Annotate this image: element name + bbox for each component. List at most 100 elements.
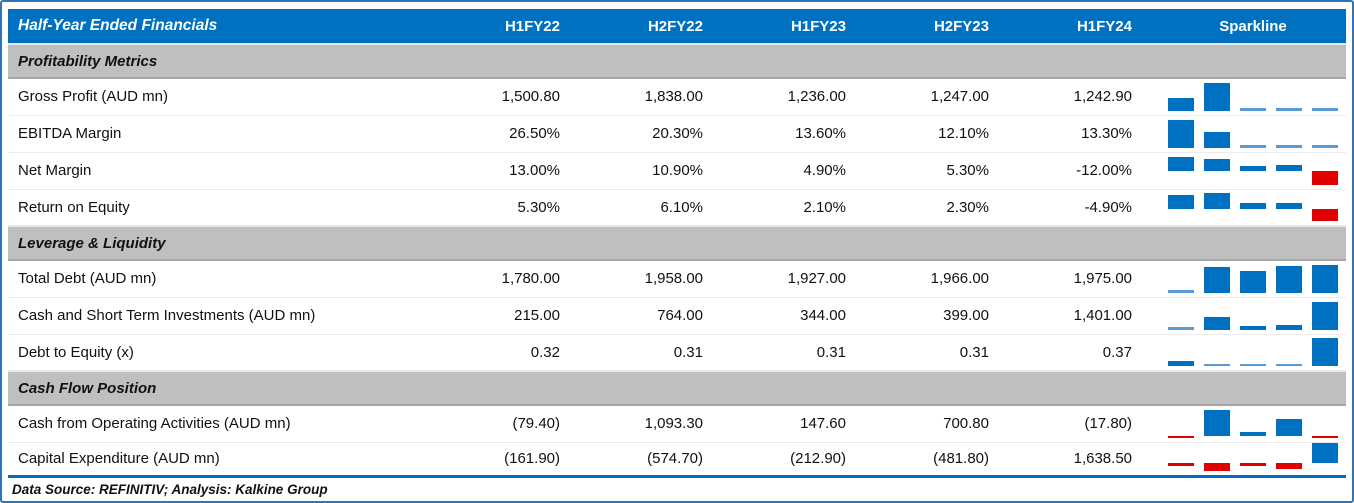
sparkline-bar (1240, 326, 1266, 330)
sparkline-cell (1160, 260, 1346, 297)
sparkline-cell (1160, 405, 1346, 442)
section-header-row: Profitability Metrics (8, 44, 1346, 78)
value-cell: 0.32 (530, 343, 560, 361)
value-cell: 6.10% (660, 198, 703, 216)
row-label: Debt to Equity (x) (18, 343, 134, 361)
sparkline-bar (1168, 119, 1194, 148)
bottom-rule (8, 474, 1346, 478)
table-row: Return on Equity 5.30% 6.10% 2.10% 2.30% -4.9… (8, 189, 1346, 226)
value-cell: 1,966.00 (930, 270, 989, 288)
value-cell: 0.31 (673, 343, 703, 361)
table-row: Gross Profit (AUD mn) 1,500.80 1,838.00 1,2… (8, 78, 1346, 115)
table-row: Capital Expenditure (AUD mn) (161.90) (574… (8, 442, 1346, 475)
value-cell: 20.30% (652, 125, 703, 142)
row-label: Capital Expenditure (AUD mn) (18, 450, 220, 467)
sparkline-bar (1168, 195, 1194, 209)
value-cell: 1,093.30 (644, 415, 703, 433)
sparkline-bar (1312, 171, 1338, 185)
value-cell: 399.00 (943, 307, 989, 324)
half-year-financials-table: Half-Year Ended Financials H1FY22 H2FY22 H… (8, 9, 1346, 475)
value-cell: 1,975.00 (1073, 270, 1132, 288)
sparkline-bar (1312, 338, 1338, 366)
sparkline-bar (1168, 327, 1194, 330)
value-cell: 13.00% (509, 162, 560, 179)
source-note: Data Source: REFINITIV; Analysis: Kalkin… (12, 481, 328, 497)
value-cell: (161.90) (504, 450, 560, 467)
value-cell: 13.30% (1081, 125, 1132, 142)
value-cell: 5.30% (946, 162, 989, 179)
sparkline-bar (1240, 108, 1266, 111)
sparkline-bar (1168, 98, 1194, 111)
sparkline-bar (1240, 144, 1266, 148)
value-cell: -12.00% (1076, 162, 1132, 179)
row-label: EBITDA Margin (18, 125, 122, 142)
sparkline-bar (1204, 193, 1230, 209)
value-cell: 26.50% (509, 125, 560, 142)
sparkline-bar (1312, 435, 1338, 439)
table-row: Cash and Short Term Investments (AUD mn)… (8, 297, 1346, 334)
sparkline-bar (1276, 202, 1302, 209)
sparkline-cell (1160, 189, 1346, 226)
section-header-row: Cash Flow Position (8, 371, 1346, 405)
table-row: Cash from Operating Activities (AUD mn) (… (8, 405, 1346, 442)
row-label: Gross Profit (AUD mn) (18, 88, 169, 106)
sparkline-bar (1168, 361, 1194, 366)
sparkline-bar (1312, 208, 1338, 221)
value-cell: 1,500.80 (501, 88, 560, 106)
value-cell: 1,638.50 (1073, 450, 1132, 467)
sparkline-bar (1276, 363, 1302, 366)
value-cell: 215.00 (514, 307, 560, 324)
row-label: Total Debt (AUD mn) (18, 270, 157, 288)
sparkline-cell (1160, 442, 1346, 475)
sparkline-bar (1276, 165, 1302, 172)
sparkline-bar (1204, 82, 1230, 111)
sparkline (1168, 156, 1338, 185)
sparkline (1168, 409, 1338, 439)
value-cell: 344.00 (800, 307, 846, 324)
section-title: Profitability Metrics (18, 52, 158, 70)
section-title: Leverage & Liquidity (18, 234, 166, 252)
sparkline-bar (1276, 145, 1302, 148)
sparkline-cell (1160, 297, 1346, 334)
sparkline-bar (1204, 363, 1230, 366)
sparkline-bar (1240, 463, 1266, 466)
section-header-row: Leverage & Liquidity (8, 226, 1346, 260)
table-row: Total Debt (AUD mn) 1,780.00 1,958.00 1,927… (8, 260, 1346, 297)
row-label: Return on Equity (18, 198, 130, 216)
value-cell: 12.10% (938, 125, 989, 142)
value-cell: 1,242.90 (1073, 88, 1132, 106)
value-cell: 4.90% (803, 162, 846, 179)
value-cell: 147.60 (800, 415, 846, 433)
column-header-h1fy24: H1FY24 (1076, 17, 1132, 35)
sparkline-bar (1204, 131, 1230, 148)
sparkline (1168, 338, 1338, 366)
sparkline-bar (1240, 165, 1266, 172)
sparkline (1168, 82, 1338, 111)
sparkline (1168, 119, 1338, 148)
sparkline-bar (1312, 301, 1338, 330)
value-cell: (212.90) (790, 450, 846, 467)
sparkline-bar (1240, 271, 1266, 293)
table-row: Net Margin 13.00% 10.90% 4.90% 5.30% -12.00% (8, 152, 1346, 189)
sparkline (1168, 264, 1338, 293)
value-cell: 1,838.00 (644, 88, 703, 106)
sparkline-bar (1168, 463, 1194, 466)
value-cell: 2.10% (803, 198, 846, 216)
value-cell: (17.80) (1084, 415, 1132, 433)
value-cell: -4.90% (1084, 198, 1132, 216)
row-label: Cash and Short Term Investments (AUD mn) (18, 307, 316, 324)
sparkline (1168, 301, 1338, 330)
sparkline-cell (1160, 334, 1346, 371)
sparkline-bar (1204, 158, 1230, 172)
sparkline (1168, 442, 1338, 471)
value-cell: 0.37 (1102, 343, 1132, 361)
sparkline-bar (1312, 145, 1338, 148)
sparkline-bar (1276, 325, 1302, 330)
row-label: Cash from Operating Activities (AUD mn) (18, 415, 291, 433)
value-cell: 5.30% (517, 198, 560, 216)
value-cell: 1,958.00 (644, 270, 703, 288)
table-row: Debt to Equity (x) 0.32 0.31 0.31 0.31 0.37 (8, 334, 1346, 371)
value-cell: 1,236.00 (787, 88, 846, 106)
sparkline-cell (1160, 152, 1346, 189)
